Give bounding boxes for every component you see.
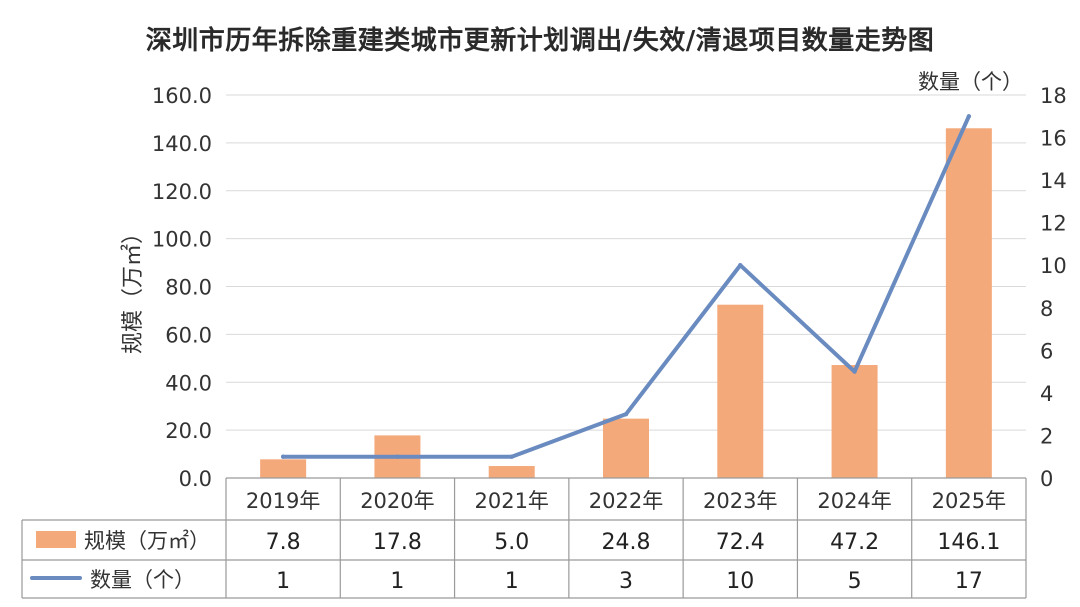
x-tick-label: 2021年 xyxy=(474,489,548,513)
line-point xyxy=(966,114,972,119)
x-tick-label: 2025年 xyxy=(932,489,1006,513)
x-tick-label: 2024年 xyxy=(817,489,891,513)
y2-tick-label: 4 xyxy=(1040,382,1053,406)
data-label-bar: 72.4 xyxy=(716,530,765,555)
y-axis-title: 规模（万㎡） xyxy=(120,222,146,354)
y-tick-label: 120.0 xyxy=(152,180,212,204)
data-label-line: 1 xyxy=(390,569,404,594)
data-label-bar: 5.0 xyxy=(494,530,529,555)
bar xyxy=(831,365,878,478)
data-label-bar: 7.8 xyxy=(266,530,301,555)
bar xyxy=(603,418,649,478)
y-tick-label: 20.0 xyxy=(165,419,212,443)
line-point xyxy=(509,454,514,459)
y2-tick-label: 6 xyxy=(1040,339,1053,363)
y-tick-label: 100.0 xyxy=(152,228,212,252)
y-tick-label: 40.0 xyxy=(165,371,212,395)
bar xyxy=(945,128,992,478)
y2-tick-label: 18 xyxy=(1040,84,1067,108)
data-label-line: 1 xyxy=(505,569,519,594)
data-label-bar: 47.2 xyxy=(830,530,879,555)
data-label-line: 17 xyxy=(955,569,983,594)
y-tick-label: 60.0 xyxy=(165,323,212,347)
x-tick-label: 2019年 xyxy=(246,489,320,513)
data-label-line: 10 xyxy=(726,569,754,594)
data-label-line: 1 xyxy=(276,569,290,594)
y2-tick-label: 16 xyxy=(1040,127,1067,151)
line-point xyxy=(395,454,400,459)
x-tick-label: 2020年 xyxy=(360,489,434,513)
legend-bar-label: 规模（万㎡） xyxy=(84,529,210,553)
y2-tick-label: 12 xyxy=(1040,212,1067,236)
y2-tick-label: 10 xyxy=(1040,254,1067,278)
data-label-bar: 24.8 xyxy=(602,530,651,555)
y-tick-label: 160.0 xyxy=(152,84,212,108)
y2-tick-label: 0 xyxy=(1040,467,1053,491)
y2-tick-label: 2 xyxy=(1040,424,1053,448)
x-tick-label: 2023年 xyxy=(703,489,777,513)
x-tick-label: 2022年 xyxy=(589,489,663,513)
line-point xyxy=(852,369,857,374)
data-label-line: 3 xyxy=(619,569,633,594)
y-tick-label: 0.0 xyxy=(179,467,212,491)
y-tick-label: 80.0 xyxy=(165,276,212,300)
y2-axis-title: 数量（个） xyxy=(918,70,1023,94)
bar xyxy=(488,466,535,478)
data-label-line: 5 xyxy=(848,569,862,594)
legend-line-label: 数量（个） xyxy=(90,568,195,592)
data-label-bar: 17.8 xyxy=(373,530,422,555)
y-tick-label: 140.0 xyxy=(152,132,212,156)
bar xyxy=(260,459,307,478)
line-point xyxy=(623,411,629,417)
chart-title: 深圳市历年拆除重建类城市更新计划调出/失效/清退项目数量走势图 xyxy=(145,26,935,56)
y2-tick-label: 14 xyxy=(1040,169,1067,193)
data-label-bar: 146.1 xyxy=(937,530,1000,555)
legend-bar-swatch xyxy=(36,531,76,548)
line-point xyxy=(280,454,286,459)
line-point xyxy=(738,263,743,268)
y2-tick-label: 8 xyxy=(1040,297,1053,321)
bar xyxy=(717,304,764,478)
